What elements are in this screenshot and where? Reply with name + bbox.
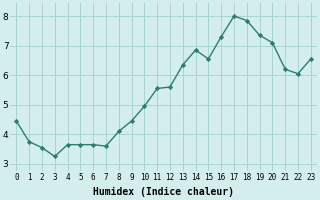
- X-axis label: Humidex (Indice chaleur): Humidex (Indice chaleur): [93, 187, 234, 197]
